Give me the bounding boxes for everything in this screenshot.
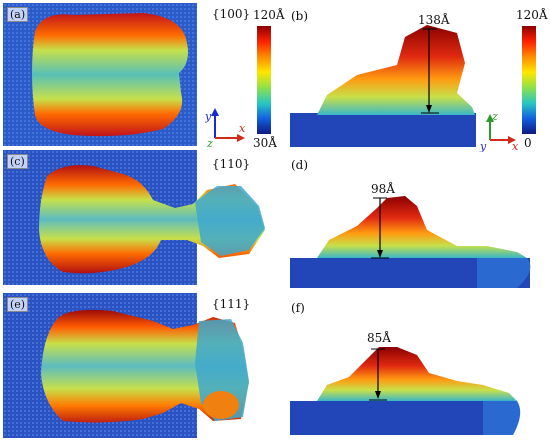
panel-f-image (290, 347, 521, 435)
panel-a-label: (a) (7, 7, 29, 22)
panel-a-image (3, 3, 197, 146)
panel-f-side-view-111: (f) 85Å (287, 293, 547, 438)
panel-d-height: 98Å (371, 182, 395, 196)
panel-a-orientation: {100} (212, 7, 251, 21)
panel-c-image (3, 150, 265, 285)
colorbar-right-max: 120Å (516, 8, 548, 22)
panel-b-side-view-100: (b) 138Å (287, 3, 512, 149)
colorbar-right: 120Å 0 (516, 8, 550, 150)
panel-d-image (290, 196, 531, 288)
colorbar-right-gradient (522, 26, 536, 134)
panel-b-height: 138Å (418, 13, 450, 27)
panel-c-orientation: {110} (212, 157, 251, 171)
axis-label-x: x (239, 122, 246, 135)
panel-e-image (3, 293, 249, 438)
panel-b-label: (b) (291, 9, 309, 23)
panel-f-label: (f) (291, 301, 305, 315)
colorbar-left-max: 120Å (253, 8, 285, 22)
axis-triad-side-view: z y x (479, 110, 519, 152)
panel-d-side-view-110: (d) 98Å (287, 150, 547, 290)
colorbar-left: 120Å 30Å (250, 8, 285, 150)
panel-b-image (290, 25, 476, 147)
panel-e-orientation: {111} (212, 297, 251, 311)
panel-a-top-view-100: (a) (3, 3, 197, 146)
panel-e-top-view-111: (e) (3, 293, 253, 438)
colorbar-left-min: 30Å (253, 136, 277, 150)
colorbar-right-min: 0 (524, 136, 532, 150)
axis-label-y-side: y (479, 140, 487, 152)
panel-d-label: (d) (291, 158, 309, 172)
panel-c-top-view-110: (c) (3, 150, 271, 285)
axis-label-y: y (205, 110, 212, 123)
colorbar-left-gradient (257, 26, 271, 134)
panel-f-height: 85Å (367, 331, 391, 345)
axis-triad-top-view: y x z (205, 108, 246, 148)
panel-e-label: (e) (7, 297, 29, 312)
axis-label-x-side: x (512, 140, 519, 152)
axis-label-z: z (206, 137, 213, 148)
panel-c-label: (c) (7, 154, 28, 169)
axis-label-z-side: z (491, 110, 498, 123)
